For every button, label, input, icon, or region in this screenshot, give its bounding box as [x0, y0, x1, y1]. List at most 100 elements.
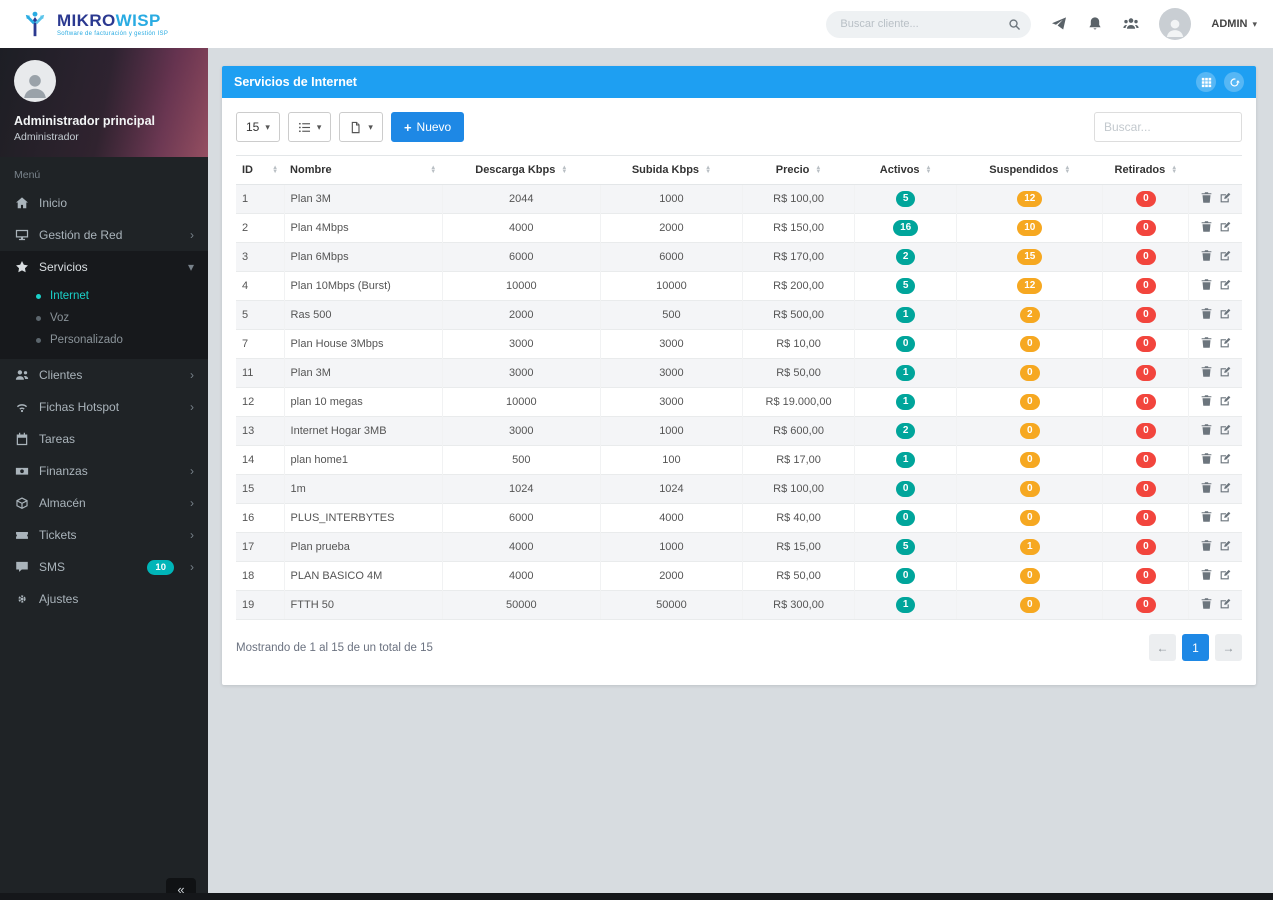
- retirados-badge[interactable]: 0: [1136, 481, 1156, 497]
- suspendidos-badge[interactable]: 0: [1019, 481, 1040, 497]
- delete-icon[interactable]: [1200, 394, 1213, 407]
- suspendidos-badge[interactable]: 15: [1017, 249, 1043, 265]
- suspendidos-badge[interactable]: 0: [1019, 423, 1040, 439]
- delete-icon[interactable]: [1200, 336, 1213, 349]
- activos-badge[interactable]: 2: [895, 423, 916, 439]
- header-search-input[interactable]: [840, 18, 1009, 30]
- activos-badge[interactable]: 0: [895, 510, 916, 526]
- retirados-badge[interactable]: 0: [1136, 394, 1156, 410]
- edit-icon[interactable]: [1219, 278, 1232, 291]
- header-search[interactable]: [826, 10, 1032, 38]
- delete-icon[interactable]: [1200, 452, 1213, 465]
- edit-icon[interactable]: [1219, 336, 1232, 349]
- delete-icon[interactable]: [1200, 597, 1213, 610]
- user-menu[interactable]: ADMIN ▾: [1211, 18, 1257, 30]
- sidebar-item-sms[interactable]: SMS 10 ›: [0, 551, 208, 583]
- pagination-page-1[interactable]: 1: [1182, 634, 1209, 661]
- activos-badge[interactable]: 1: [895, 307, 916, 323]
- sidebar-item-finanzas[interactable]: Finanzas ›: [0, 455, 208, 487]
- sidebar-subitem-internet[interactable]: Internet: [0, 285, 208, 307]
- search-icon[interactable]: [1008, 18, 1021, 31]
- columns-dropdown[interactable]: ▾: [287, 112, 332, 142]
- user-avatar[interactable]: [1159, 8, 1192, 40]
- refresh-icon[interactable]: [1224, 72, 1244, 92]
- edit-icon[interactable]: [1219, 191, 1232, 204]
- suspendidos-badge[interactable]: 0: [1019, 365, 1040, 381]
- edit-icon[interactable]: [1219, 365, 1232, 378]
- sidebar-item-gestion-de-red[interactable]: Gestión de Red ›: [0, 219, 208, 251]
- activos-badge[interactable]: 0: [895, 336, 916, 352]
- sidebar-item-almacen[interactable]: Almacén ›: [0, 487, 208, 519]
- suspendidos-badge[interactable]: 10: [1017, 220, 1043, 236]
- sidebar-item-fichas-hotspot[interactable]: Fichas Hotspot ›: [0, 391, 208, 423]
- table-search-input[interactable]: [1094, 112, 1242, 142]
- activos-badge[interactable]: 5: [895, 539, 916, 555]
- grid-icon[interactable]: [1196, 72, 1216, 92]
- page-size-dropdown[interactable]: 15 ▾: [236, 112, 280, 142]
- suspendidos-badge[interactable]: 0: [1019, 394, 1040, 410]
- delete-icon[interactable]: [1200, 220, 1213, 233]
- retirados-badge[interactable]: 0: [1136, 336, 1156, 352]
- delete-icon[interactable]: [1200, 510, 1213, 523]
- profile-avatar[interactable]: [14, 60, 56, 102]
- retirados-badge[interactable]: 0: [1136, 365, 1156, 381]
- send-message-icon[interactable]: [1051, 16, 1067, 32]
- suspendidos-badge[interactable]: 0: [1019, 568, 1040, 584]
- edit-icon[interactable]: [1219, 249, 1232, 262]
- edit-icon[interactable]: [1219, 539, 1232, 552]
- delete-icon[interactable]: [1200, 539, 1213, 552]
- activos-badge[interactable]: 2: [895, 249, 916, 265]
- retirados-badge[interactable]: 0: [1136, 220, 1156, 236]
- sidebar-item-servicios[interactable]: Servicios ▾: [0, 251, 208, 283]
- column-header-activos[interactable]: Activos ▲ ▼: [854, 155, 957, 185]
- delete-icon[interactable]: [1200, 249, 1213, 262]
- column-header-id[interactable]: ID ▲ ▼: [236, 155, 285, 185]
- logo[interactable]: MIKROWISP Software de facturación y gest…: [20, 9, 168, 39]
- suspendidos-badge[interactable]: 2: [1019, 307, 1040, 323]
- column-header-suspendidos[interactable]: Suspendidos ▲ ▼: [956, 155, 1103, 185]
- nuevo-button[interactable]: + Nuevo: [390, 112, 465, 142]
- sidebar-item-tareas[interactable]: Tareas: [0, 423, 208, 455]
- retirados-badge[interactable]: 0: [1136, 278, 1156, 294]
- pagination-next[interactable]: →: [1215, 634, 1242, 661]
- sidebar-item-inicio[interactable]: Inicio: [0, 187, 208, 219]
- delete-icon[interactable]: [1200, 481, 1213, 494]
- suspendidos-badge[interactable]: 0: [1019, 452, 1040, 468]
- activos-badge[interactable]: 1: [895, 452, 916, 468]
- retirados-badge[interactable]: 0: [1136, 307, 1156, 323]
- edit-icon[interactable]: [1219, 568, 1232, 581]
- edit-icon[interactable]: [1219, 481, 1232, 494]
- users-group-icon[interactable]: [1123, 16, 1140, 32]
- activos-badge[interactable]: 1: [895, 394, 916, 410]
- delete-icon[interactable]: [1200, 191, 1213, 204]
- activos-badge[interactable]: 0: [895, 481, 916, 497]
- retirados-badge[interactable]: 0: [1136, 568, 1156, 584]
- retirados-badge[interactable]: 0: [1136, 539, 1156, 555]
- edit-icon[interactable]: [1219, 452, 1232, 465]
- retirados-badge[interactable]: 0: [1136, 452, 1156, 468]
- sidebar-item-ajustes[interactable]: Ajustes: [0, 583, 208, 615]
- sidebar-subitem-personalizado[interactable]: Personalizado: [0, 329, 208, 351]
- delete-icon[interactable]: [1200, 307, 1213, 320]
- activos-badge[interactable]: 5: [895, 278, 916, 294]
- sidebar-item-clientes[interactable]: Clientes ›: [0, 359, 208, 391]
- activos-badge[interactable]: 1: [895, 597, 916, 613]
- sidebar-subitem-voz[interactable]: Voz: [0, 307, 208, 329]
- suspendidos-badge[interactable]: 0: [1019, 336, 1040, 352]
- column-header-descarga[interactable]: Descarga Kbps ▲ ▼: [442, 155, 601, 185]
- activos-badge[interactable]: 5: [895, 191, 916, 207]
- suspendidos-badge[interactable]: 12: [1017, 191, 1043, 207]
- delete-icon[interactable]: [1200, 423, 1213, 436]
- column-header-nombre[interactable]: Nombre ▲ ▼: [284, 155, 443, 185]
- activos-badge[interactable]: 16: [893, 220, 919, 236]
- activos-badge[interactable]: 0: [895, 568, 916, 584]
- delete-icon[interactable]: [1200, 568, 1213, 581]
- export-dropdown[interactable]: ▾: [339, 112, 383, 142]
- edit-icon[interactable]: [1219, 597, 1232, 610]
- retirados-badge[interactable]: 0: [1136, 510, 1156, 526]
- column-header-precio[interactable]: Precio ▲ ▼: [742, 155, 855, 185]
- retirados-badge[interactable]: 0: [1136, 249, 1156, 265]
- retirados-badge[interactable]: 0: [1136, 423, 1156, 439]
- suspendidos-badge[interactable]: 0: [1019, 597, 1040, 613]
- column-header-subida[interactable]: Subida Kbps ▲ ▼: [600, 155, 743, 185]
